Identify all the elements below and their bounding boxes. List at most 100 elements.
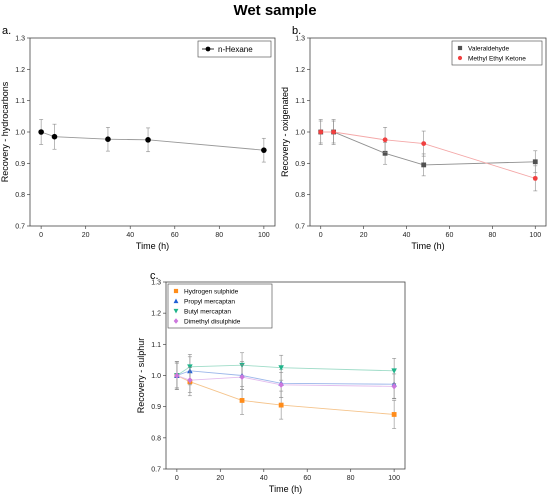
series-line — [176, 364, 395, 376]
y-tick-label: 1.3 — [295, 36, 305, 43]
y-tick-label: 0.7 — [295, 224, 305, 231]
legend-label: Dimethyl disulphide — [184, 318, 241, 325]
x-tick-label: 20 — [360, 232, 368, 239]
x-tick-label: 60 — [171, 232, 179, 239]
y-axis-label: Recovery - sulphur — [136, 338, 146, 414]
y-axis-label: Recovery - oxigenated — [280, 87, 290, 177]
y-tick-label: 0.8 — [15, 192, 25, 199]
legend-label: Butyl mercaptan — [184, 308, 231, 315]
legend: Valeraldehyde Methyl Ethyl Ketone — [451, 40, 543, 66]
legend-label: Methyl Ethyl Ketone — [468, 55, 526, 62]
y-tick-label: 0.9 — [151, 404, 161, 411]
x-tick-label: 40 — [126, 232, 134, 239]
legend-marker — [173, 318, 179, 324]
x-axis-label: Time (h) — [136, 241, 169, 251]
series-0 — [174, 361, 397, 429]
x-tick-label: 0 — [319, 232, 323, 239]
data-point — [278, 381, 284, 388]
legend-marker — [205, 46, 211, 52]
x-tick-label: 80 — [347, 475, 355, 482]
x-tick-label: 0 — [39, 232, 43, 239]
legend-marker — [457, 55, 463, 61]
series-0 — [38, 119, 267, 163]
data-point — [391, 412, 397, 417]
data-point — [278, 402, 284, 408]
y-tick-label: 0.8 — [151, 435, 161, 442]
legend: Hydrogen sulphide Propyl mercaptan Butyl m… — [167, 283, 273, 329]
series-line — [320, 131, 536, 166]
series-2 — [174, 352, 397, 389]
series-line — [176, 375, 395, 415]
plot-frame — [309, 37, 547, 227]
x-tick-label: 100 — [388, 475, 400, 482]
y-tick-label: 1.0 — [295, 130, 305, 137]
x-tick-label: 60 — [446, 232, 454, 239]
series-1 — [174, 356, 397, 399]
x-tick-label: 80 — [488, 232, 496, 239]
series-line — [176, 370, 395, 385]
x-tick-label: 40 — [260, 475, 268, 482]
x-tick-label: 100 — [529, 232, 541, 239]
data-point — [421, 141, 427, 146]
y-tick-label: 1.1 — [15, 98, 25, 105]
x-tick-label: 60 — [303, 475, 311, 482]
y-tick-label: 0.9 — [15, 161, 25, 168]
data-point — [187, 364, 193, 370]
chart-panel-1: b. 0 20 40 60 80 100 0.7 0.8 0.9 1.0 1.1 1.2 1.3 Time … — [280, 25, 547, 251]
series-0 — [318, 120, 538, 177]
y-tick-label: 0.8 — [295, 192, 305, 199]
legend-label: n-Hexane — [218, 45, 253, 54]
series-3 — [174, 362, 397, 400]
y-tick-label: 1.3 — [15, 36, 25, 43]
panel-label: b. — [292, 25, 301, 37]
legend-box — [167, 283, 273, 329]
series-line — [320, 131, 536, 179]
data-point — [174, 372, 180, 379]
y-tick-label: 1.1 — [151, 342, 161, 349]
x-tick-label: 100 — [258, 232, 270, 239]
x-tick-label: 40 — [403, 232, 411, 239]
data-point — [391, 383, 397, 390]
x-tick-label: 20 — [216, 475, 224, 482]
data-point — [331, 129, 336, 135]
series-1 — [318, 119, 538, 192]
y-tick-label: 1.2 — [295, 67, 305, 74]
y-tick-label: 1.0 — [151, 373, 161, 380]
legend-marker — [173, 298, 179, 304]
y-tick-label: 1.2 — [15, 67, 25, 74]
y-tick-label: 0.9 — [295, 161, 305, 168]
legend-marker — [173, 288, 179, 294]
data-point — [38, 129, 44, 135]
data-point — [532, 175, 538, 181]
x-axis-label: Time (h) — [411, 241, 444, 251]
chart-panel-0: a. 0 20 40 60 80 100 0.7 0.8 0.9 1.0 1.1 1.2 1.3 Time … — [0, 25, 276, 251]
data-point — [382, 137, 388, 143]
data-point — [239, 398, 245, 403]
data-point — [391, 368, 397, 374]
data-point — [145, 137, 151, 143]
legend-box — [197, 40, 272, 58]
data-point — [318, 129, 324, 135]
legend-marker — [457, 45, 463, 51]
y-tick-label: 1.1 — [295, 98, 305, 105]
data-point — [51, 133, 58, 140]
y-tick-label: 0.7 — [151, 467, 161, 474]
y-axis-label: Recovery - hydrocarbons — [0, 81, 10, 182]
y-tick-label: 1.0 — [15, 130, 25, 137]
x-tick-label: 20 — [82, 232, 90, 239]
legend-box — [451, 40, 543, 66]
data-point — [421, 162, 427, 168]
legend-label: Hydrogen sulphide — [184, 288, 239, 295]
legend-label: Propyl mercaptan — [184, 298, 235, 305]
x-tick-label: 80 — [215, 232, 223, 239]
data-point — [187, 377, 193, 384]
panel-label: a. — [2, 25, 11, 37]
y-tick-label: 1.3 — [151, 280, 161, 287]
panel-label: c. — [150, 270, 159, 282]
series-line — [176, 375, 395, 387]
x-axis-label: Time (h) — [269, 484, 302, 494]
y-tick-label: 1.2 — [151, 311, 161, 318]
data-point — [105, 136, 111, 143]
figure-title: Wet sample — [233, 2, 317, 19]
